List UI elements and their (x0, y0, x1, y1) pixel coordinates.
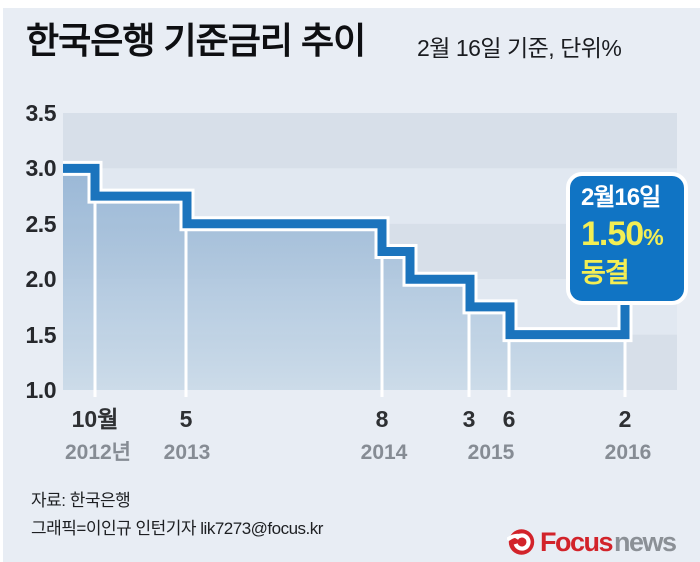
callout-rate-value: 1.50% (581, 215, 664, 253)
y-axis-label: 2.0 (25, 266, 57, 293)
page-subtitle: 2월 16일 기준, 단위% (417, 35, 622, 61)
y-axis-label: 3.5 (25, 100, 57, 126)
callout-status: 동결 (581, 258, 630, 288)
y-axis-label: 1.5 (25, 321, 57, 348)
credit-note: 그래픽=이인규 인턴기자 lik7273@focus.kr (31, 519, 323, 538)
left-border (0, 0, 3, 562)
x-axis-month-label: 6 (502, 406, 516, 432)
rate-area-fill (63, 168, 625, 390)
focusnews-logo: Focus news (507, 526, 677, 558)
x-axis-month-label: 8 (375, 406, 389, 432)
y-axis-label: 1.0 (25, 377, 57, 403)
grid-band (63, 113, 677, 169)
y-axis-label: 3.0 (25, 155, 57, 182)
callout-date: 2월16일 (581, 184, 661, 211)
x-axis-month-label: 3 (462, 406, 476, 432)
x-axis-year-label: 2012년 (64, 441, 132, 464)
percent-sign: % (643, 224, 663, 250)
x-axis-year-label: 2016 (604, 441, 652, 464)
source-note: 자료: 한국은행 (31, 491, 131, 510)
x-axis-month-label: 5 (179, 406, 193, 432)
rate-callout-box: 2월16일 1.50% 동결 (566, 172, 688, 305)
x-axis-year-label: 2013 (163, 441, 211, 464)
focusnews-logo-icon (507, 529, 535, 555)
x-axis-year-label: 2014 (360, 441, 408, 464)
x-axis-month-label: 10월 (71, 406, 119, 432)
top-border (0, 0, 700, 8)
rate-line (63, 163, 630, 340)
logo-suffix-text: news (614, 527, 677, 557)
x-axis-month-label: 2 (618, 406, 632, 432)
x-axis-year-label: 2015 (467, 441, 515, 464)
page-title: 한국은행 기준금리 추이 (26, 20, 366, 61)
logo-brand-text: Focus (540, 527, 614, 557)
y-axis-label: 2.5 (25, 210, 57, 237)
